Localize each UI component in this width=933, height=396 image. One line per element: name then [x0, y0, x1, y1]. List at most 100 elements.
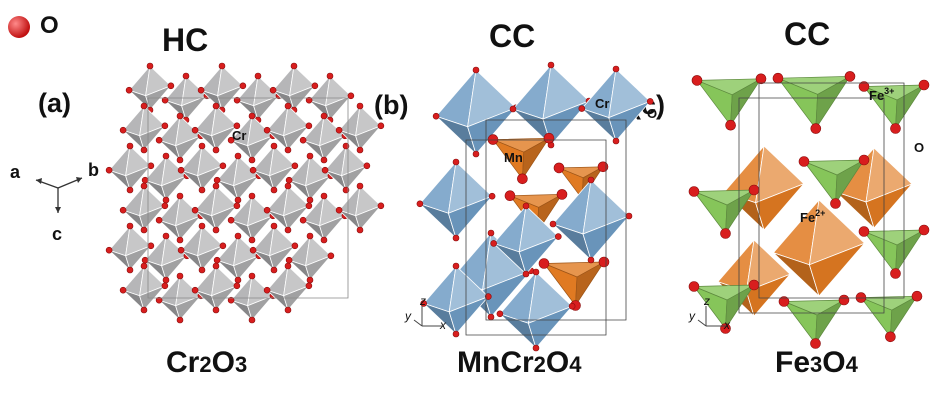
oxygen-atom: [126, 186, 134, 194]
unit-cell-outline: [465, 139, 607, 336]
oxygen-atom: [472, 150, 480, 158]
octahedron-face: [175, 215, 202, 241]
octahedron-face: [542, 100, 590, 146]
octahedron-face: [247, 215, 274, 241]
octahedron-face: [139, 205, 166, 231]
atom-label-cr-a: Cr: [232, 128, 247, 143]
oxygen-atom: [284, 226, 292, 234]
oxygen-atom: [162, 232, 170, 240]
oxygen-atom: [688, 186, 700, 197]
oxygen-atom: [162, 152, 170, 160]
oxygen-atom: [233, 202, 241, 210]
oxygen-label-b: O: [647, 106, 658, 121]
octahedron-face: [211, 125, 238, 151]
oxygen-atom: [291, 162, 299, 170]
oxygen-atom: [597, 161, 609, 173]
octahedron-face: [161, 175, 188, 201]
oxygen-atom: [691, 75, 703, 86]
octahedron-face: [197, 165, 224, 191]
oxygen-atom: [553, 162, 565, 174]
oxygen-atom: [176, 236, 184, 244]
oxygen-atom: [167, 82, 175, 90]
oxygen-atom: [755, 73, 767, 85]
oxygen-atom: [568, 302, 576, 310]
oxygen-atom: [212, 306, 220, 314]
oxygen-atom: [305, 282, 313, 290]
oxygen-atom: [212, 226, 220, 234]
oxygen-atom: [347, 92, 355, 100]
octahedron-face: [175, 295, 202, 321]
oxygen-atom: [284, 262, 292, 270]
oxygen-atom: [452, 330, 460, 338]
oxygen-atom: [538, 258, 550, 269]
oxygen-atom: [587, 176, 595, 184]
oxygen-atom: [284, 182, 292, 190]
oxygen-atom: [270, 186, 278, 194]
octahedron-face: [755, 183, 805, 231]
octahedron-face: [197, 245, 224, 271]
oxygen-atom: [227, 216, 235, 224]
oxygen-atom: [290, 62, 298, 70]
oxygen-atom: [147, 162, 155, 170]
oxygen-atom: [472, 66, 480, 74]
oxygen-atom: [234, 276, 242, 284]
oxygen-atom: [119, 126, 127, 134]
oxygen-atom: [305, 202, 313, 210]
oxygen-atom: [488, 192, 496, 200]
oxygen-atom: [212, 182, 220, 190]
oxygen-atom: [918, 224, 930, 236]
oxygen-atom: [522, 202, 530, 210]
oxygen-atom: [227, 136, 235, 144]
oxygen-atom: [305, 122, 313, 130]
octahedron-face: [808, 242, 865, 297]
oxygen-atom: [306, 276, 314, 284]
oxygen-atom: [198, 266, 206, 274]
legend-label: O: [40, 12, 59, 39]
atom-label-mn: Mn: [504, 150, 523, 165]
octahedron-face: [283, 205, 310, 231]
oxygen-atom: [140, 226, 148, 234]
oxygen-atom: [198, 186, 206, 194]
octahedron-face: [319, 135, 346, 161]
oxygen-atom: [284, 306, 292, 314]
oxygen-atom: [285, 176, 293, 184]
oxygen-atom: [798, 156, 810, 167]
oxygen-atom: [625, 212, 633, 220]
axis-b-label: b: [88, 160, 99, 180]
oxygen-atom: [496, 310, 504, 318]
oxygen-atom: [890, 268, 901, 279]
unit-cell-outline: [485, 119, 627, 321]
oxygen-atom: [248, 156, 256, 164]
unit-cell-outline: [758, 82, 905, 299]
oxygen-atom: [197, 86, 205, 94]
oxygen-atom: [420, 300, 427, 307]
tetrahedron-face: [725, 284, 755, 330]
octahedron-face: [247, 295, 274, 321]
oxygen-atom: [320, 156, 328, 164]
formula-c: Fe3O4: [775, 346, 858, 379]
axis-y-label-c: y: [689, 309, 695, 323]
oxygen-atom: [161, 282, 169, 290]
oxygen-atom: [517, 173, 528, 185]
axis-c-label: c: [52, 224, 63, 244]
octahedron-face: [745, 273, 791, 317]
axis-a-label: a: [10, 162, 21, 182]
oxygen-atom: [432, 112, 440, 120]
tetrahedron-face: [835, 159, 865, 205]
oxygen-atom: [549, 220, 557, 228]
oxygen-atom: [126, 266, 134, 274]
octahedron-face: [305, 255, 332, 281]
oxygen-atom: [105, 246, 113, 254]
oxygen-atom: [299, 216, 307, 224]
oxygen-atom: [284, 102, 292, 110]
oxygen-atom: [306, 232, 314, 240]
oxygen-atom: [858, 154, 870, 166]
oxygen-atom: [191, 126, 199, 134]
octahedron-face: [448, 296, 489, 335]
oxygen-atom: [155, 296, 163, 304]
octahedron-face: [527, 305, 573, 349]
oxygen-atom: [452, 234, 460, 242]
oxygen-atom: [377, 202, 385, 210]
oxygen-atom: [141, 256, 149, 264]
oxygen-atom: [326, 72, 334, 80]
